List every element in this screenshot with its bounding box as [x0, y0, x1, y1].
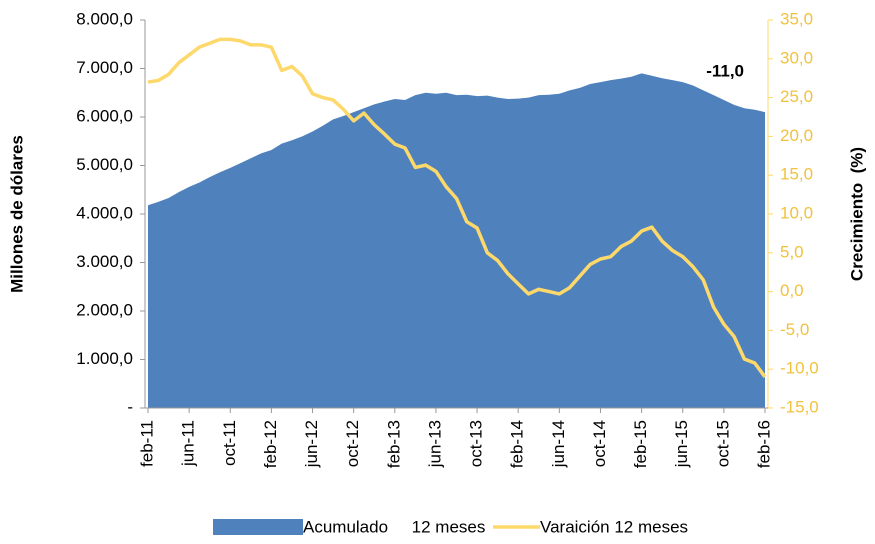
y-tick-label: 1.000,0	[76, 349, 133, 368]
y2-tick-label: 0,0	[780, 281, 804, 300]
legend-swatch	[213, 519, 303, 535]
y2-tick-label: 15,0	[780, 165, 813, 184]
y2-tick-label: 30,0	[780, 48, 813, 67]
x-tick-label: feb-14	[508, 420, 527, 468]
y-tick-label: 7.000,0	[76, 58, 133, 77]
y-tick-label: 3.000,0	[76, 252, 133, 271]
y-tick-label: 5.000,0	[76, 155, 133, 174]
y2-axis-title: Crecimiento (%)	[847, 147, 866, 281]
x-tick-label: oct-15	[713, 420, 732, 467]
y2-tick-label: -15,0	[780, 397, 819, 416]
y2-tick-label: 10,0	[780, 203, 813, 222]
y2-tick-label: 20,0	[780, 126, 813, 145]
y-tick-label: -	[127, 397, 133, 416]
x-tick-label: oct-13	[467, 420, 486, 467]
y2-tick-label: 25,0	[780, 87, 813, 106]
legend-label: Acumulado 12 meses	[303, 517, 485, 536]
y-tick-label: 2.000,0	[76, 300, 133, 319]
y2-tick-label: 35,0	[780, 9, 813, 28]
x-tick-label: oct-12	[343, 420, 362, 467]
y-tick-label: 8.000,0	[76, 9, 133, 28]
x-tick-label: jun-14	[549, 420, 568, 468]
y2-tick-label: -10,0	[780, 359, 819, 378]
x-tick-label: feb-12	[261, 420, 280, 468]
area	[148, 73, 765, 408]
annotation: -11,0	[706, 61, 744, 80]
y-tick-label: 6.000,0	[76, 106, 133, 125]
x-tick-label: oct-11	[220, 420, 239, 466]
x-tick-label: feb-13	[384, 420, 403, 468]
y-tick-label: 4.000,0	[76, 203, 133, 222]
y-axis-title: Millones de dólares	[7, 135, 26, 293]
x-tick-label: jun-11	[179, 420, 198, 467]
legend-label: Varaición 12 meses	[540, 517, 688, 536]
y2-tick-label: -5,0	[780, 320, 809, 339]
line	[147, 37, 767, 378]
y2-tick-label: 5,0	[780, 242, 804, 261]
x-tick-label: jun-12	[302, 420, 321, 468]
x-tick-label: jun-15	[672, 420, 691, 468]
x-tick-label: feb-15	[631, 420, 650, 468]
x-tick-label: feb-11	[137, 420, 156, 467]
x-tick-label: feb-16	[754, 420, 773, 468]
x-tick-label: oct-14	[590, 420, 609, 467]
x-tick-label: jun-13	[425, 420, 444, 468]
